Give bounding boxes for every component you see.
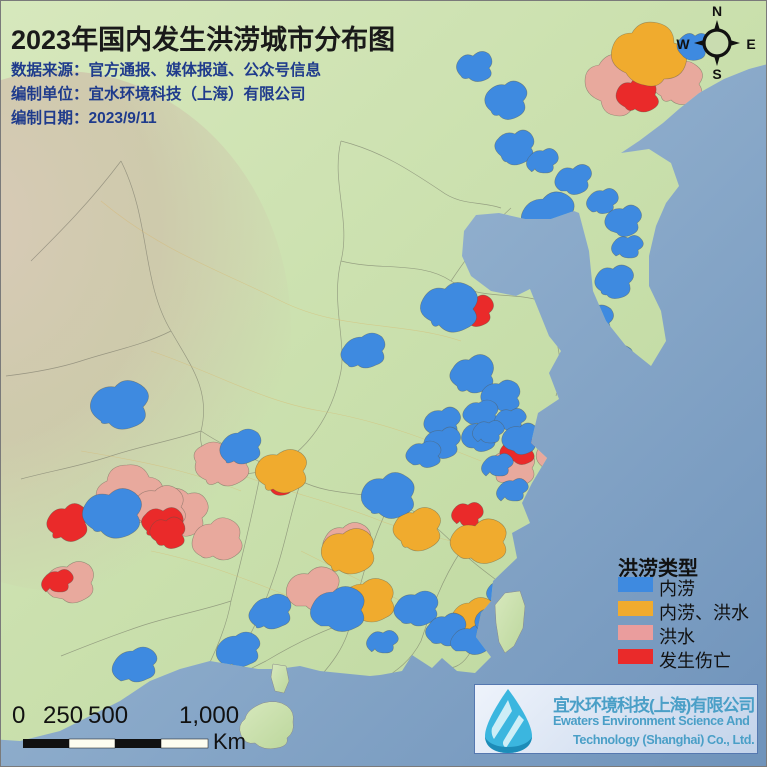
svg-text:Km: Km bbox=[213, 729, 246, 754]
svg-text:1,000: 1,000 bbox=[179, 702, 239, 729]
svg-text:S: S bbox=[712, 66, 721, 82]
svg-text:E: E bbox=[746, 36, 755, 52]
svg-text:500: 500 bbox=[88, 702, 128, 729]
svg-text:N: N bbox=[712, 3, 722, 19]
svg-text:250: 250 bbox=[43, 702, 83, 729]
svg-text:W: W bbox=[676, 36, 690, 52]
svg-text:0: 0 bbox=[12, 702, 25, 729]
